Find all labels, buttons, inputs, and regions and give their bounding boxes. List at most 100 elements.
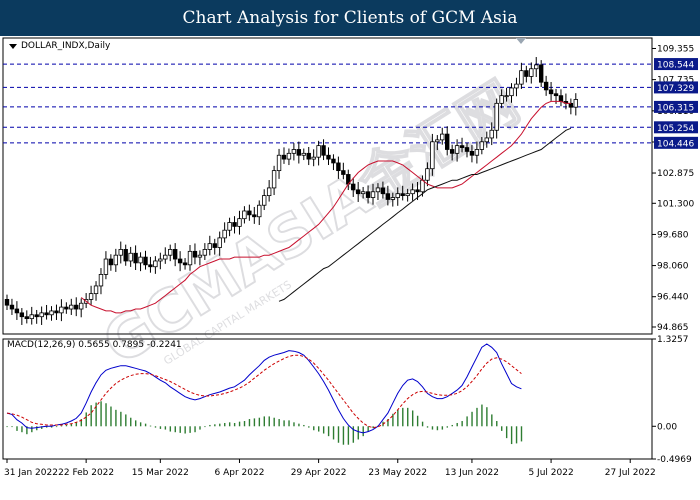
macd-y-tick-label: -0.4969 [657, 455, 692, 465]
candle [242, 206, 247, 224]
candle [509, 83, 514, 103]
macd-histogram-bar [372, 426, 374, 429]
candle-body [524, 70, 529, 77]
candle-body [4, 299, 10, 306]
macd-histogram-bar [6, 426, 8, 428]
candle-body [261, 195, 267, 206]
candle [524, 65, 529, 83]
candle [19, 308, 25, 325]
candle-body [187, 250, 193, 266]
candle-body [400, 193, 405, 197]
candle-body [207, 243, 212, 250]
candle-body [296, 149, 302, 156]
candle [29, 306, 34, 325]
candle [98, 268, 104, 295]
candle [143, 250, 148, 270]
candle [59, 299, 64, 322]
candle [237, 210, 242, 235]
macd-histogram-bar [219, 423, 221, 427]
price-level-label: 105.254 [657, 124, 694, 134]
chart-header: Chart Analysis for Clients of GCM Asia [0, 0, 700, 36]
candle [548, 82, 554, 101]
candle [212, 238, 217, 255]
macd-histogram-bar [471, 411, 473, 427]
macd-histogram-bar [421, 421, 424, 427]
candle-body [44, 312, 49, 316]
macd-line [6, 343, 522, 434]
candle [534, 57, 539, 78]
candle-body [425, 168, 430, 181]
candle-body [88, 293, 94, 300]
macd-label: MACD(12,26,9) 0.5655 0.7895 -0.2241 [7, 340, 182, 350]
candle [128, 246, 133, 267]
candle-body [39, 312, 44, 318]
candle [276, 148, 282, 179]
candle-body [504, 95, 509, 98]
macd-histogram-bar [238, 421, 241, 427]
candle [440, 127, 445, 145]
price-level-box [654, 81, 698, 94]
candle [479, 136, 485, 155]
candle [469, 145, 475, 163]
macd-panel-frame [2, 338, 653, 460]
macd-histogram-bar [154, 426, 157, 428]
candle [336, 156, 341, 179]
ma20-line [80, 100, 571, 314]
candle [197, 250, 203, 266]
candle [410, 183, 415, 201]
macd-histogram-bar [80, 419, 82, 427]
macd-histogram-bar [120, 411, 122, 427]
macd-histogram-bar [36, 426, 38, 431]
macd-histogram-bar [515, 426, 518, 444]
candle-body [548, 89, 554, 95]
candle-body [143, 256, 148, 266]
candle [405, 188, 410, 202]
candle-body [464, 147, 470, 152]
macd-histogram-bar [139, 422, 142, 427]
candle-body [281, 154, 287, 160]
candle [514, 77, 519, 97]
candle [261, 189, 267, 211]
price-y-tick-label: 98.060 [657, 262, 689, 272]
candle-body [514, 83, 519, 89]
candle-body [123, 249, 128, 262]
candle [474, 141, 480, 164]
candle-body [430, 141, 435, 170]
candle-body [415, 189, 420, 193]
chart-title: Chart Analysis for Clients of GCM Asia [182, 8, 518, 28]
macd-histogram-bar [332, 426, 335, 440]
macd-histogram-bar [179, 426, 181, 433]
price-y-tick-label: 101.300 [657, 199, 694, 209]
candle [49, 306, 54, 321]
macd-histogram-bar [144, 423, 147, 427]
macd-histogram-bar [41, 426, 43, 429]
candle [207, 235, 212, 256]
dropdown-triangle-icon[interactable] [9, 43, 17, 49]
candle [296, 141, 302, 164]
candle-body [445, 133, 450, 150]
candle-body [519, 70, 524, 85]
candle [504, 87, 509, 102]
candle [489, 122, 494, 146]
macd-histogram-bar [26, 426, 28, 435]
candle-body [98, 274, 104, 287]
candle-body [118, 249, 123, 256]
macd-histogram-bar [174, 426, 176, 433]
candle [88, 285, 94, 306]
macd-histogram-bar [505, 426, 508, 439]
candle-body [553, 93, 559, 97]
macd-histogram-bar [268, 416, 270, 427]
candle [519, 62, 524, 89]
candle-body [69, 304, 74, 310]
macd-histogram-bar [70, 423, 73, 427]
candle-body [454, 145, 460, 154]
candle-body [103, 258, 109, 275]
macd-histogram-bar [194, 426, 196, 433]
candle-body [558, 95, 564, 102]
candle [266, 180, 272, 202]
candle-body [276, 154, 282, 172]
candle [222, 222, 227, 243]
candle [108, 254, 114, 271]
candle-body [217, 237, 222, 248]
candle [9, 298, 15, 315]
